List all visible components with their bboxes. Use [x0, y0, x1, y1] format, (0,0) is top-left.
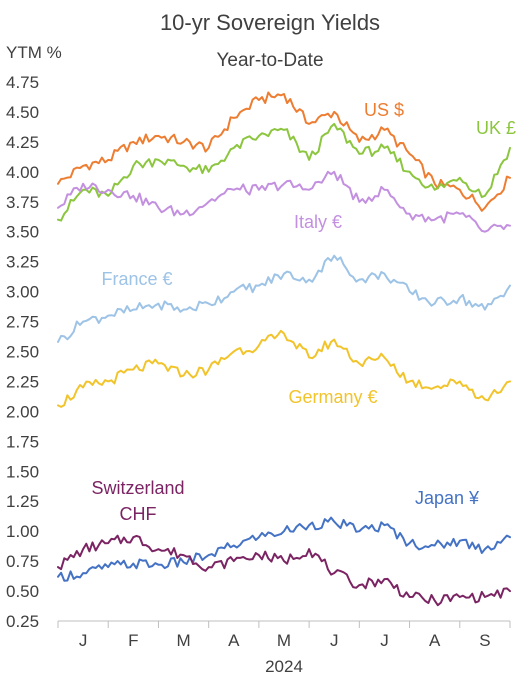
- chart-subtitle: Year-to-Date: [216, 50, 323, 71]
- x-tick-label: S: [479, 631, 490, 650]
- chart-title: 10-yr Sovereign Yields: [160, 10, 380, 35]
- y-tick-label: 2.25: [6, 372, 39, 391]
- y-tick-label: 0.75: [6, 552, 39, 571]
- series-label: Switzerland: [91, 478, 184, 498]
- y-tick-label: 1.25: [6, 492, 39, 511]
- y-axis-label: YTM %: [6, 43, 62, 62]
- y-tick-label: 2.00: [6, 402, 39, 421]
- series-line: [57, 170, 511, 233]
- series-label: US $: [364, 100, 404, 120]
- y-tick-label: 4.00: [6, 163, 39, 182]
- y-tick-label: 2.50: [6, 343, 39, 362]
- series-label: Japan ¥: [415, 488, 480, 508]
- x-axis-label: 2024: [265, 657, 303, 676]
- y-tick-label: 0.50: [6, 582, 39, 601]
- series-label: Italy €: [294, 212, 342, 232]
- y-tick-label: 2.75: [6, 313, 39, 332]
- y-tick-label: 4.75: [6, 73, 39, 92]
- y-tick-label: 1.75: [6, 432, 39, 451]
- series-label: Germany €: [288, 387, 377, 407]
- y-tick-label: 0.25: [6, 612, 39, 631]
- y-tick-label: 4.50: [6, 103, 39, 122]
- y-tick-label: 3.00: [6, 283, 39, 302]
- x-tick-label: A: [228, 631, 240, 650]
- series-line: [57, 516, 511, 582]
- y-tick-label: 1.50: [6, 462, 39, 481]
- y-tick-label: 3.50: [6, 223, 39, 242]
- series-label: CHF: [120, 504, 157, 524]
- series-labels: US $ UK £ Italy € France € Germany € Japan ¥ S…: [91, 100, 516, 524]
- series-line: [57, 534, 511, 607]
- x-tick-label: J: [79, 631, 88, 650]
- series-line: [57, 254, 511, 343]
- x-tick-label: F: [128, 631, 138, 650]
- x-tick-label: A: [429, 631, 441, 650]
- y-tick-label: 1.00: [6, 522, 39, 541]
- y-tick-label: 4.25: [6, 133, 39, 152]
- series-line: [57, 329, 511, 408]
- series-line: [57, 122, 511, 222]
- x-tick-label: M: [176, 631, 190, 650]
- series-lines: [57, 91, 511, 607]
- y-tick-labels: 4.75 4.50 4.25 4.00 3.75 3.50 3.25 3.00 2.75 2.50…: [6, 73, 39, 631]
- y-tick-label: 3.75: [6, 193, 39, 212]
- x-tick-label: J: [380, 631, 389, 650]
- y-tick-label: 3.25: [6, 253, 39, 272]
- x-tick-label: M: [277, 631, 291, 650]
- series-line: [57, 91, 511, 212]
- series-label: France €: [101, 269, 172, 289]
- series-label: UK £: [476, 118, 516, 138]
- x-tick-label: J: [330, 631, 339, 650]
